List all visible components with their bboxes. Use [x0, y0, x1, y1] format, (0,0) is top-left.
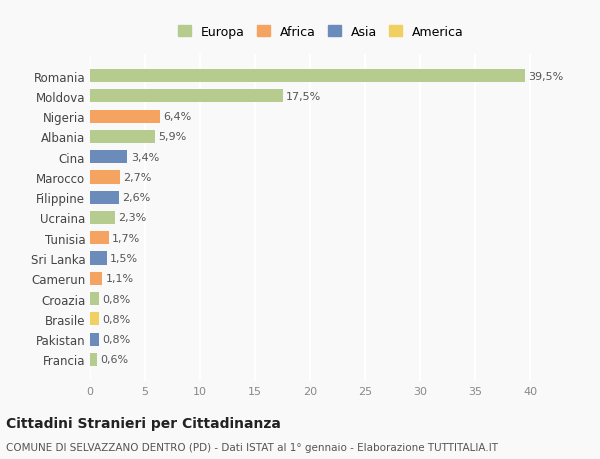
Bar	[90, 130, 155, 144]
Bar	[90, 353, 97, 366]
Bar	[90, 191, 119, 204]
Bar	[90, 333, 99, 346]
Text: 17,5%: 17,5%	[286, 92, 321, 102]
Text: 0,8%: 0,8%	[102, 314, 130, 324]
Text: 6,4%: 6,4%	[164, 112, 192, 122]
Text: 0,8%: 0,8%	[102, 294, 130, 304]
Text: 1,5%: 1,5%	[110, 253, 138, 263]
Bar	[90, 252, 107, 265]
Text: COMUNE DI SELVAZZANO DENTRO (PD) - Dati ISTAT al 1° gennaio - Elaborazione TUTTI: COMUNE DI SELVAZZANO DENTRO (PD) - Dati …	[6, 442, 498, 452]
Bar	[90, 151, 127, 164]
Bar	[90, 90, 283, 103]
Bar	[90, 171, 120, 184]
Legend: Europa, Africa, Asia, America: Europa, Africa, Asia, America	[175, 22, 467, 43]
Text: Cittadini Stranieri per Cittadinanza: Cittadini Stranieri per Cittadinanza	[6, 416, 281, 430]
Text: 2,7%: 2,7%	[123, 173, 151, 183]
Bar	[90, 70, 524, 83]
Text: 0,8%: 0,8%	[102, 334, 130, 344]
Text: 1,1%: 1,1%	[106, 274, 134, 284]
Text: 5,9%: 5,9%	[158, 132, 187, 142]
Bar	[90, 313, 99, 326]
Text: 0,6%: 0,6%	[100, 355, 128, 364]
Bar	[90, 232, 109, 245]
Text: 39,5%: 39,5%	[528, 72, 563, 81]
Bar	[90, 292, 99, 306]
Text: 3,4%: 3,4%	[131, 152, 159, 162]
Text: 2,3%: 2,3%	[119, 213, 147, 223]
Text: 1,7%: 1,7%	[112, 233, 140, 243]
Text: 2,6%: 2,6%	[122, 193, 150, 203]
Bar	[90, 272, 102, 285]
Bar	[90, 212, 115, 224]
Bar	[90, 110, 160, 123]
